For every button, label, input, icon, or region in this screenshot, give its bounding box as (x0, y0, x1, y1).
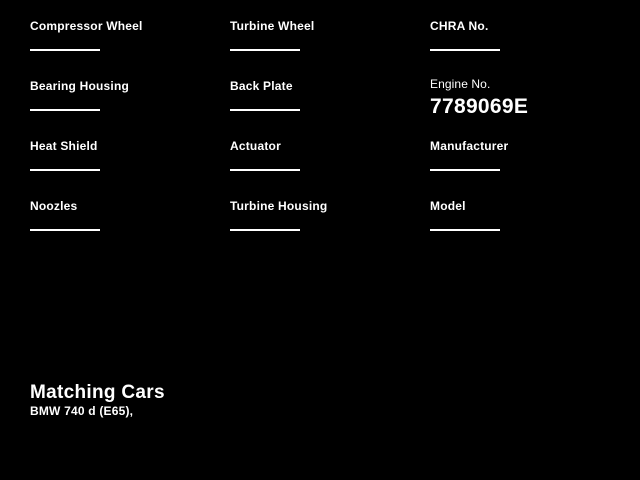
field-manufacturer: Manufacturer (430, 139, 620, 153)
field-compressor-wheel: Compressor Wheel (30, 19, 220, 33)
field-label: Manufacturer (430, 139, 509, 153)
field-engine-no: Engine No. (430, 77, 620, 91)
field-turbine-wheel: Turbine Wheel (230, 19, 420, 33)
field-label: Turbine Wheel (230, 19, 315, 33)
field-label: Model (430, 199, 466, 213)
field-actuator: Actuator (230, 139, 420, 153)
field-blank-line (30, 49, 100, 51)
field-chra-no: CHRA No. (430, 19, 620, 33)
field-noozles: Noozles (30, 199, 220, 213)
field-blank-line (230, 49, 300, 51)
matching-cars-list: BMW 740 d (E65), (30, 404, 134, 418)
field-blank-line (230, 229, 300, 231)
field-label: Engine No. (430, 77, 491, 91)
field-turbine-housing: Turbine Housing (230, 199, 420, 213)
field-blank-line (230, 109, 300, 111)
matching-cars-heading: Matching Cars (30, 382, 165, 403)
field-blank-line (230, 169, 300, 171)
field-blank-line (430, 229, 500, 231)
field-blank-line (30, 109, 100, 111)
field-label: Turbine Housing (230, 199, 328, 213)
field-bearing-housing: Bearing Housing (30, 79, 220, 93)
field-label: Noozles (30, 199, 78, 213)
field-label: Bearing Housing (30, 79, 130, 93)
field-label: Compressor Wheel (30, 19, 143, 33)
field-blank-line (30, 169, 100, 171)
field-blank-line (30, 229, 100, 231)
field-label: Heat Shield (30, 139, 98, 153)
field-back-plate: Back Plate (230, 79, 420, 93)
engine-no-value: 7789069E (430, 95, 529, 118)
field-label: Actuator (230, 139, 281, 153)
field-label: Back Plate (230, 79, 293, 93)
field-blank-line (430, 49, 500, 51)
field-model: Model (430, 199, 620, 213)
field-heat-shield: Heat Shield (30, 139, 220, 153)
field-label: CHRA No. (430, 19, 489, 33)
field-blank-line (430, 169, 500, 171)
